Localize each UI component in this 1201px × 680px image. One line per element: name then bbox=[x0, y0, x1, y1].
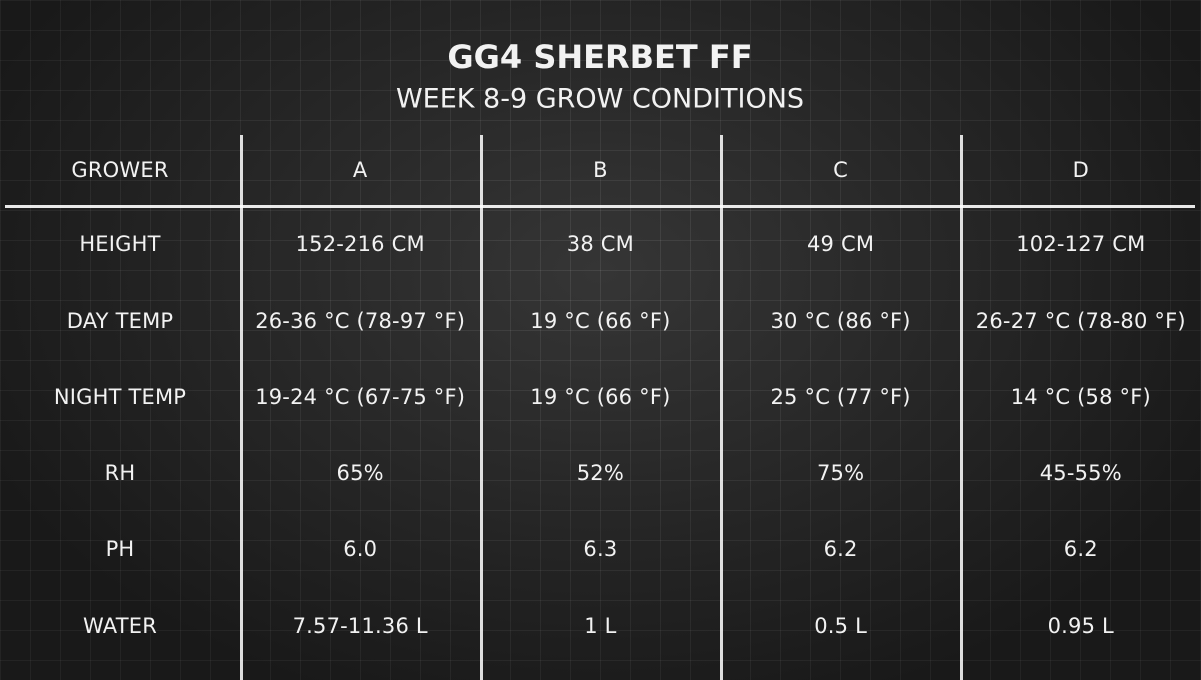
row-label: NIGHT TEMP bbox=[53, 385, 187, 409]
column-header: GROWER bbox=[71, 158, 169, 182]
subtitle: WEEK 8-9 GROW CONDITIONS bbox=[395, 83, 805, 115]
column-divider bbox=[240, 135, 243, 680]
cell: 6.2 bbox=[823, 537, 858, 561]
row-label: DAY TEMP bbox=[66, 309, 174, 333]
cell: 38 CM bbox=[566, 232, 634, 256]
cell: 30 °C (86 °F) bbox=[770, 309, 911, 333]
column-header: D bbox=[1072, 158, 1089, 182]
row-label: HEIGHT bbox=[79, 232, 161, 256]
cell: 65% bbox=[336, 461, 384, 485]
cell: 25 °C (77 °F) bbox=[770, 385, 911, 409]
row-label: RH bbox=[104, 461, 136, 485]
cell: 26-27 °C (78-80 °F) bbox=[975, 309, 1186, 333]
column-divider bbox=[480, 135, 483, 680]
cell: 6.0 bbox=[343, 537, 378, 561]
cell: 19 °C (66 °F) bbox=[530, 385, 671, 409]
cell: 6.2 bbox=[1063, 537, 1098, 561]
cell: 75% bbox=[816, 461, 865, 485]
cell: 26-36 °C (78-97 °F) bbox=[255, 309, 466, 333]
column-divider bbox=[720, 135, 723, 680]
column-header: B bbox=[593, 158, 608, 182]
cell: 102-127 CM bbox=[1016, 232, 1146, 256]
cell: 45-55% bbox=[1039, 461, 1122, 485]
column-header: C bbox=[833, 158, 849, 182]
cell: 0.95 L bbox=[1047, 614, 1114, 638]
row-label: PH bbox=[105, 537, 135, 561]
cell: 52% bbox=[576, 461, 625, 485]
column-divider bbox=[960, 135, 963, 680]
column-header: A bbox=[352, 158, 368, 182]
cell: 1 L bbox=[584, 614, 617, 638]
cell: 0.5 L bbox=[814, 614, 867, 638]
cell: 6.3 bbox=[583, 537, 618, 561]
cell: 49 CM bbox=[807, 232, 875, 256]
cell: 19 °C (66 °F) bbox=[530, 309, 671, 333]
cell: 152-216 CM bbox=[295, 232, 425, 256]
cell: 7.57-11.36 L bbox=[292, 614, 428, 638]
cell: 19-24 °C (67-75 °F) bbox=[255, 385, 466, 409]
row-label: WATER bbox=[82, 614, 158, 638]
header-divider bbox=[5, 205, 1195, 208]
title: GG4 SHERBET FF bbox=[447, 38, 753, 76]
cell: 14 °C (58 °F) bbox=[1010, 385, 1151, 409]
